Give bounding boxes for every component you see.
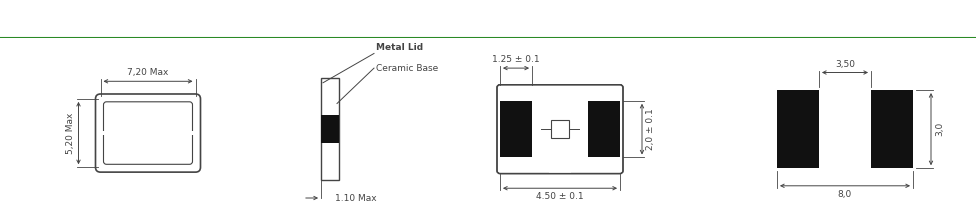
Bar — [321, 115, 339, 143]
FancyBboxPatch shape — [103, 102, 192, 164]
Text: 3,0: 3,0 — [935, 122, 944, 136]
Bar — [500, 101, 532, 157]
Bar — [101, 131, 105, 136]
Text: Mechanical Dimensions: Mechanical Dimensions — [10, 12, 246, 30]
FancyBboxPatch shape — [497, 85, 623, 174]
Text: Metal Lid: Metal Lid — [376, 42, 424, 51]
Bar — [190, 131, 195, 136]
Text: 1.25 ± 0.1: 1.25 ± 0.1 — [492, 55, 540, 64]
Text: 2,0 ± 0.1: 2,0 ± 0.1 — [646, 108, 655, 150]
Text: 8,0: 8,0 — [837, 190, 852, 199]
Text: 3,50: 3,50 — [835, 60, 855, 69]
Bar — [321, 78, 339, 180]
Text: 1.10 Max: 1.10 Max — [335, 194, 377, 203]
Bar — [549, 86, 571, 105]
Bar — [551, 120, 569, 138]
Text: 5,20 Max: 5,20 Max — [65, 112, 74, 154]
Text: Ceramic Base: Ceramic Base — [376, 64, 438, 73]
FancyBboxPatch shape — [96, 94, 200, 172]
Bar — [588, 101, 620, 157]
Bar — [777, 90, 819, 168]
Bar — [871, 90, 913, 168]
Text: 7,20 Max: 7,20 Max — [127, 68, 169, 77]
Text: 4.50 ± 0.1: 4.50 ± 0.1 — [536, 192, 584, 201]
Bar — [549, 153, 571, 173]
